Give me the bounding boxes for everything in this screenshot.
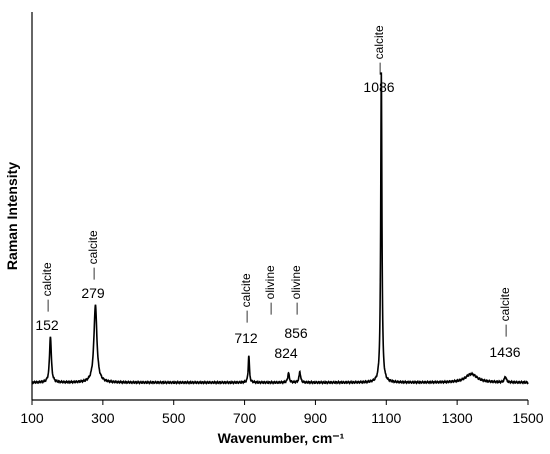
peak-value-label: 279: [81, 285, 105, 301]
x-ticks: 100 300 500 700 900 1100 1300 1500: [20, 400, 544, 426]
peak-mineral-label: — calcite: [239, 273, 253, 323]
y-axis-title: Raman Intensity: [4, 162, 20, 270]
x-tick-label: 300: [91, 410, 115, 426]
peak-value-label: 1086: [363, 79, 394, 95]
peak-mineral-label: — olivine: [289, 265, 303, 315]
peak-value-label: 824: [274, 345, 298, 361]
x-tick-label: 900: [304, 410, 328, 426]
x-tick-label: 1500: [512, 410, 543, 426]
peak-value-label: 712: [234, 330, 258, 346]
spectrum-line: [31, 72, 529, 385]
peak-value-label: 856: [284, 325, 308, 341]
peak-mineral-label: — olivine: [263, 265, 277, 315]
peak-mineral-label: — calcite: [498, 287, 512, 337]
peak-value-label: 1436: [489, 344, 520, 360]
axes: [31, 12, 528, 401]
peak-mineral-label: — calcite: [40, 262, 54, 312]
peak-mineral-label: — calcite: [372, 25, 386, 75]
x-tick-label: 1100: [371, 410, 401, 426]
x-tick-label: 500: [162, 410, 186, 426]
peak-mineral-label: — calcite: [86, 230, 100, 280]
peak-value-label: 152: [35, 317, 59, 333]
peak-annotations: 152 — calcite 279 — calcite 712 — calcite 824 —…: [35, 25, 520, 361]
x-tick-label: 700: [233, 410, 257, 426]
x-tick-label: 100: [20, 410, 44, 426]
x-axis-title: Wavenumber, cm⁻¹: [218, 430, 345, 446]
x-tick-label: 1300: [442, 410, 473, 426]
